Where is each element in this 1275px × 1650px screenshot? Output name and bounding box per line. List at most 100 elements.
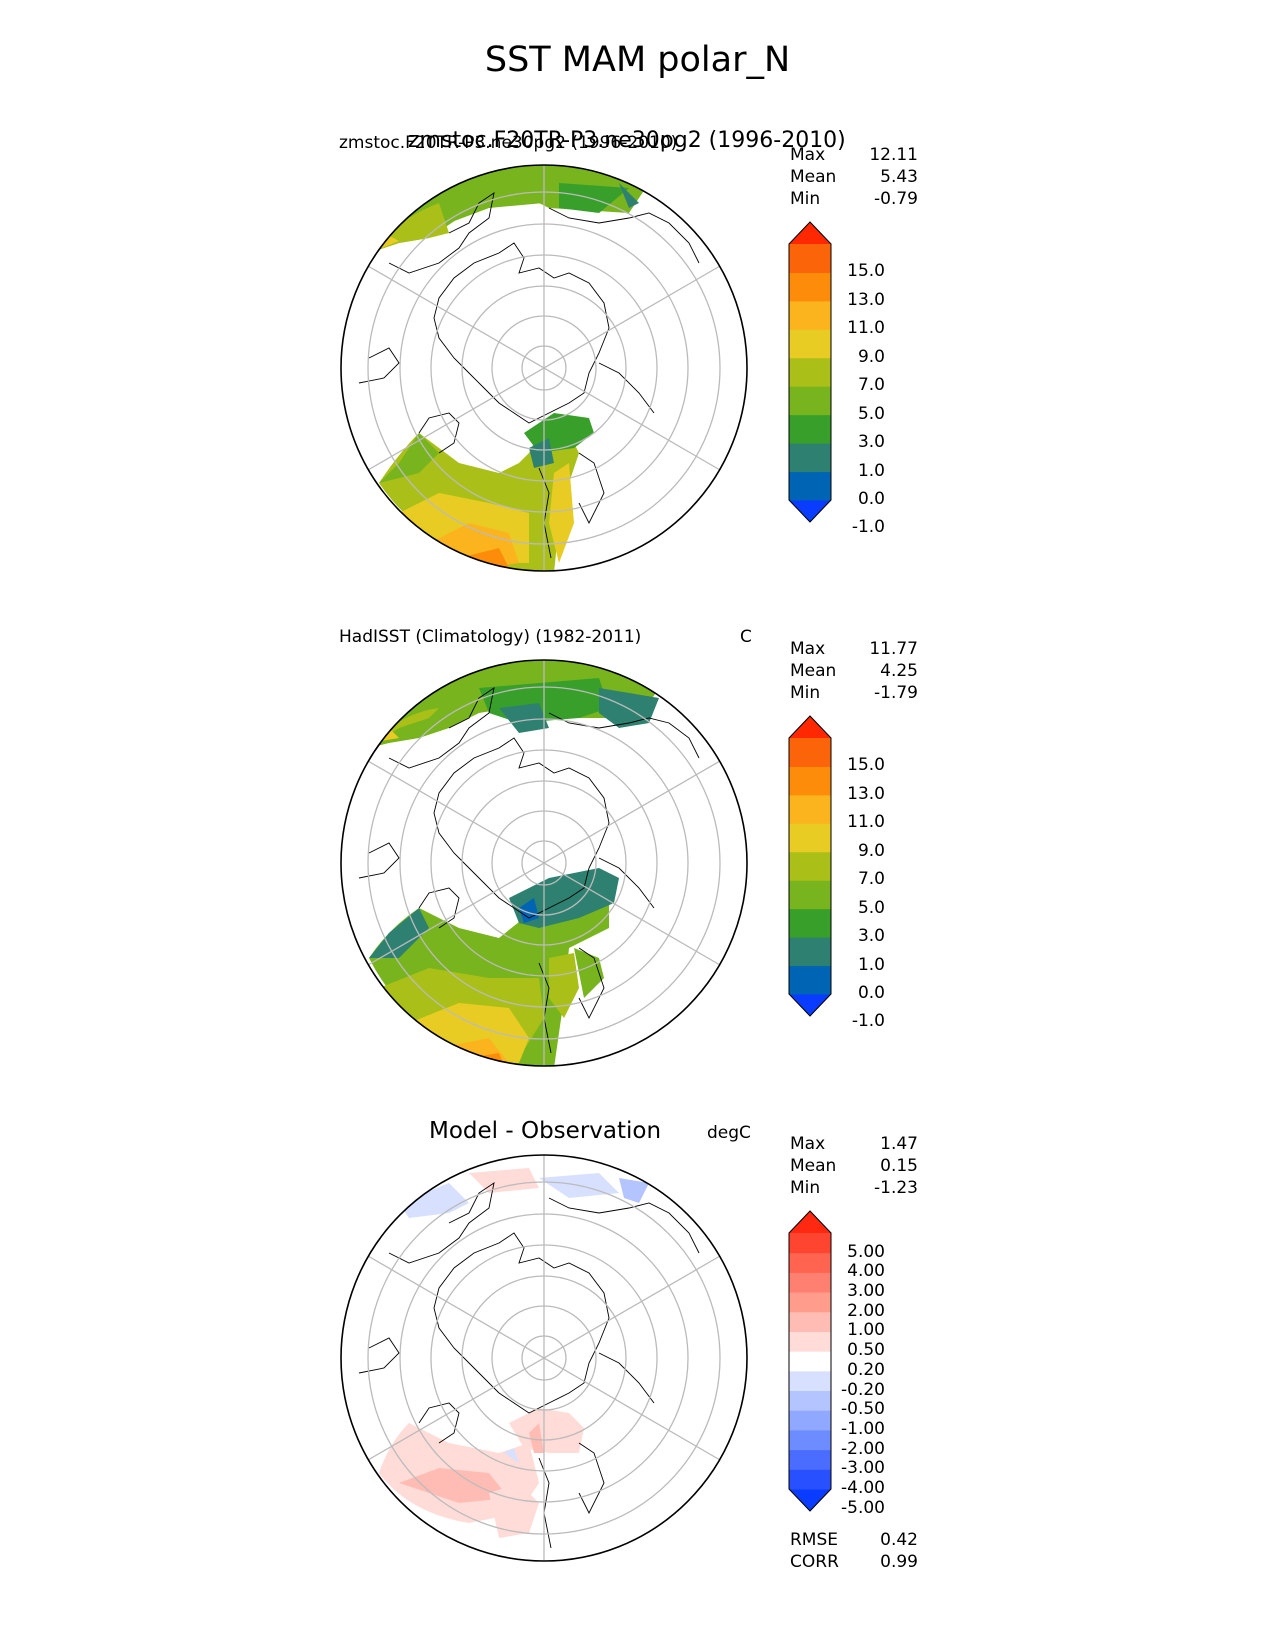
metric-corr: CORR 0.99 [790,1552,918,1572]
panel2-title-left: HadISST (Climatology) (1982-2011) [339,627,642,647]
stat-max: Max 12.11 [790,145,918,165]
colorbar-tick-label: 0.50 [847,1340,885,1361]
colorbar-segment [789,965,831,995]
colorbar-tick-label: 3.00 [847,1281,885,1302]
colorbar-segment [789,300,831,330]
colorbar-segment [789,851,831,881]
colorbar-segment [789,1370,831,1392]
colorbar-tick-label: 3.0 [857,926,885,947]
panel1-colorbar-labels: 15.0 13.0 11.0 9.0 7.0 5.0 3.0 1.0 0.0 -1.0 [830,222,885,537]
colorbar-outline [788,715,832,1017]
panel3-title: Model - Observation [429,1118,662,1144]
colorbar-segment [789,1449,831,1470]
colorbar-segment [789,1351,831,1372]
colorbar-segment [789,823,831,853]
panel2-stats: Max 11.77 Mean 4.25 Min -1.79 [790,638,918,704]
colorbar-segment [789,272,831,302]
colorbar-segment [789,414,831,444]
panel1-colorbar [788,221,832,523]
colorbar-segment [789,937,831,967]
colorbar-segment [789,471,831,501]
colorbar-segment [789,1252,831,1273]
panel2-colorbar [788,715,832,1017]
colorbar-segment [789,329,831,359]
panel2-colorbar-labels: 15.0 13.0 11.0 9.0 7.0 5.0 3.0 1.0 0.0 -1.0 [830,716,885,1031]
stat-mean: Mean 5.43 [790,167,918,187]
colorbar-tick-label: 1.00 [847,1320,885,1341]
colorbar-tick-label: 9.0 [857,840,885,861]
colorbar-tick-label: 4.00 [847,1261,885,1282]
stat-mean: Mean 0.15 [790,1156,918,1176]
colorbar-tick-label: -4.00 [841,1478,885,1498]
colorbar-segment [789,1233,831,1254]
colorbar-segment [789,1410,831,1431]
colorbar-outline [788,221,832,523]
panel3-colorbar-labels: 5.00 4.00 3.00 2.00 1.00 0.50 0.20 -0.20 -0.50 -1… [830,1211,885,1518]
panel3-metrics: RMSE 0.42 CORR 0.99 [790,1529,918,1573]
colorbar-tick-label: 15.0 [847,261,885,282]
stat-mean: Mean 4.25 [790,661,918,681]
panel2-units: C [740,627,752,647]
colorbar-tick-label: 0.0 [857,983,885,1003]
colorbar-segment [789,1331,831,1352]
colorbar-segment [789,1272,831,1293]
colorbar-segment [789,1390,831,1411]
colorbar-segment [789,443,831,473]
colorbar-tick-label: 0.0 [857,489,885,509]
colorbar-segment [789,794,831,824]
colorbar-segment [789,766,831,796]
colorbar-tick-label: 11.0 [847,812,885,833]
colorbar-extend-high [789,716,831,738]
colorbar-tick-label: 5.0 [857,403,885,424]
colorbar-tick-label: -3.00 [841,1458,885,1479]
colorbar-tick-label: 7.0 [857,375,885,396]
panel1-stats: Max 12.11 Mean 5.43 Min -0.79 [790,144,918,210]
colorbar-segment [789,738,831,767]
colorbar-extend-low [789,994,831,1016]
colorbar-tick-label: 2.00 [847,1300,885,1321]
colorbar-segment [789,908,831,938]
colorbar-segment [789,1469,831,1490]
colorbar-tick-label: 5.0 [857,897,885,918]
colorbar-segment [789,1429,831,1451]
metric-rmse: RMSE 0.42 [790,1530,918,1550]
colorbar-tick-label: 11.0 [847,318,885,339]
colorbar-tick-label: -1.00 [841,1418,885,1439]
colorbar-tick-label: 7.0 [857,869,885,890]
colorbar-tick-label: 9.0 [857,346,885,367]
colorbar-tick-label: 5.00 [847,1241,885,1262]
colorbar-extend-high [789,222,831,244]
panel1-polar-map [340,164,748,572]
colorbar-outline [788,1210,832,1512]
panel1-title-overlap: zmstoc.F20TR-P3.ne30pg2 (1996-2010) [408,128,846,153]
colorbar-segment [789,386,831,416]
colorbar-extend-low [789,1489,831,1511]
colorbar-tick-label: 1.0 [857,954,885,975]
panel3-polar-map [340,1154,748,1562]
stat-max: Max 11.77 [790,639,918,659]
stat-max: Max 1.47 [790,1134,918,1154]
colorbar-tick-label: 0.20 [847,1359,885,1380]
colorbar-segment [789,1292,831,1313]
colorbar-tick-label: -5.00 [841,1497,885,1518]
panel3-stats: Max 1.47 Mean 0.15 Min -1.23 [790,1133,918,1199]
stat-min: Min -0.79 [790,189,918,209]
colorbar-extend-low [789,500,831,522]
colorbar-tick-label: 1.0 [857,460,885,481]
stat-min: Min -1.23 [790,1178,918,1198]
stat-min: Min -1.79 [790,683,918,703]
colorbar-segment [789,244,831,273]
colorbar-tick-label: -2.00 [841,1438,885,1459]
colorbar-tick-label: -0.50 [841,1399,885,1420]
panel2-polar-map [340,659,748,1067]
colorbar-tick-label: 13.0 [847,289,885,310]
colorbar-tick-label: 13.0 [847,783,885,804]
colorbar-tick-label: -0.20 [841,1379,885,1400]
colorbar-tick-label: 3.0 [857,432,885,453]
colorbar-tick-label: -1.0 [851,517,885,538]
colorbar-extend-high [789,1211,831,1233]
colorbar-tick-label: -1.0 [851,1011,885,1032]
panel3-units: degC [707,1123,751,1143]
panel1-title-left: zmstoc.F20TR-P3.ne30pg2 (1996-2010) [339,133,678,153]
colorbar-tick-label: 15.0 [847,755,885,776]
